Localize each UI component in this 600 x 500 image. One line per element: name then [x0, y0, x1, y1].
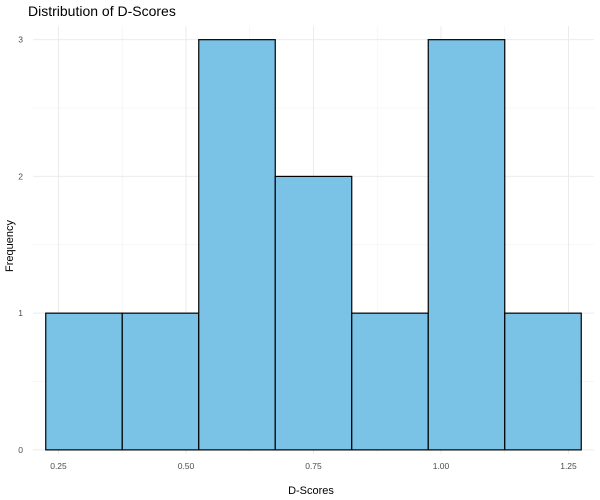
histogram-bar [427, 39, 506, 451]
y-tick-label: 3 [18, 35, 23, 45]
y-axis-label: Frequency [4, 220, 16, 272]
y-axis-ticks: 0 1 2 3 [18, 35, 23, 455]
y-tick-label: 0 [18, 445, 23, 455]
x-tick-label: 0.25 [50, 461, 67, 471]
histogram-bar [45, 312, 123, 451]
bars [45, 39, 582, 451]
chart-title: Distribution of D-Scores [28, 3, 176, 19]
x-axis-ticks: 0.25 0.50 0.75 1.00 1.25 [50, 461, 577, 471]
x-tick-label: 0.50 [178, 461, 195, 471]
x-tick-label: 0.75 [305, 461, 322, 471]
y-tick-label: 2 [18, 171, 23, 181]
x-tick-label: 1.25 [560, 461, 577, 471]
histogram-bar [274, 175, 353, 451]
histogram-bar [351, 312, 429, 451]
x-tick-label: 1.00 [433, 461, 450, 471]
histogram-bar [504, 312, 582, 451]
histogram-bar [198, 39, 276, 451]
histogram-bar [121, 312, 200, 451]
x-axis-label: D-Scores [288, 485, 334, 497]
y-tick-label: 1 [18, 308, 23, 318]
